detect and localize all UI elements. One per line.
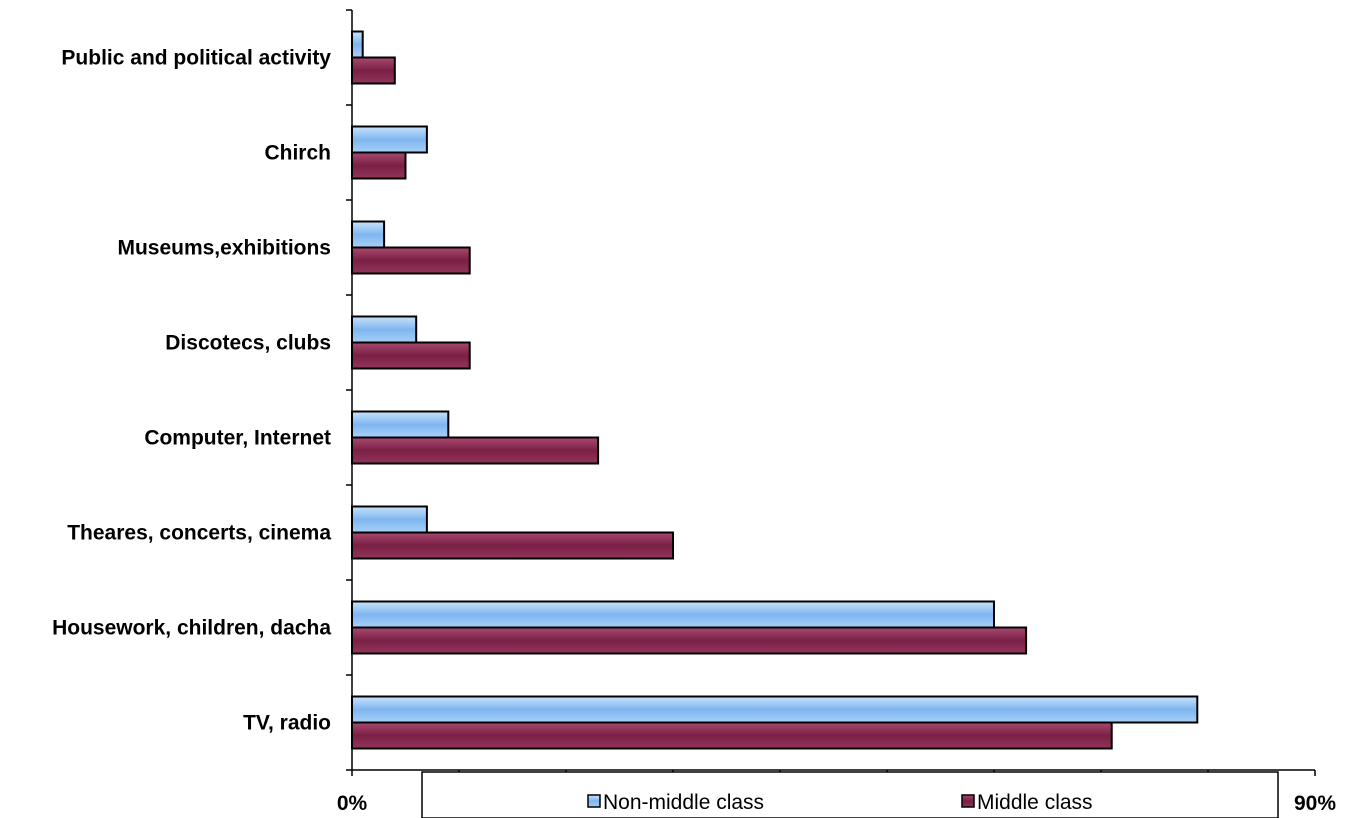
x-tick-label-min: 0% [337,792,368,815]
legend-swatch-non-middle-class [587,794,601,808]
bar-non-middle-class-computer-internet [351,410,450,439]
bars-group [351,30,1199,750]
category-label-discotecs-clubs: Discotecs, clubs [165,332,331,355]
bar-middle-class-housework-children-dacha [351,626,1028,655]
bar-middle-class-computer-internet [351,436,600,465]
category-label-public-and-political-activity: Public and political activity [61,47,331,70]
category-label-housework-children-dacha: Housework, children, dacha [52,617,331,640]
category-label-museums-exhibitions: Museums,exhibitions [117,237,331,260]
x-tick-label-max: 90% [1294,792,1336,815]
legend-box [421,771,1279,818]
category-label-theares-concerts-cinema: Theares, concerts, cinema [67,522,331,545]
bar-middle-class-public-and-political-activity [351,56,396,85]
bar-non-middle-class-chirch [351,125,428,154]
bar-middle-class-theares-concerts-cinema [351,531,674,560]
legend-swatch-middle-class [961,794,975,808]
bar-middle-class-museums-exhibitions [351,246,471,275]
bar-middle-class-tv-radio [351,721,1113,750]
legend-label-non-middle-class: Non-middle class [603,791,764,814]
legend-label-middle-class: Middle class [977,791,1093,814]
bar-non-middle-class-public-and-political-activity [351,30,364,59]
category-label-computer-internet: Computer, Internet [144,427,331,450]
bar-non-middle-class-tv-radio [351,695,1199,724]
category-label-chirch: Chirch [264,142,331,165]
category-label-tv-radio: TV, radio [243,712,331,735]
category-labels: Public and political activity Chirch Museu… [52,47,331,735]
bar-non-middle-class-housework-children-dacha [351,600,995,629]
bar-middle-class-chirch [351,151,407,180]
bar-non-middle-class-museums-exhibitions [351,220,386,249]
axes-group [346,9,1316,776]
legend: Non-middle class Middle class [421,771,1279,818]
bar-middle-class-discotecs-clubs [351,341,471,370]
bar-non-middle-class-discotecs-clubs [351,315,418,344]
bar-non-middle-class-theares-concerts-cinema [351,505,428,534]
